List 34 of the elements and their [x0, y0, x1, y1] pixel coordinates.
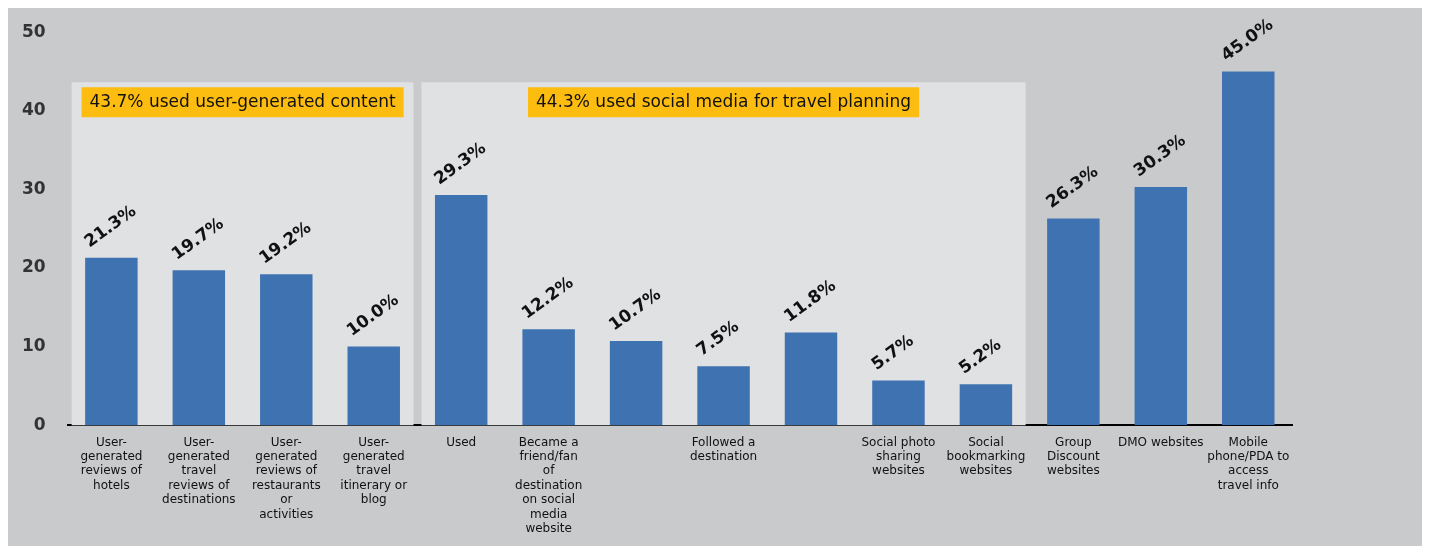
x-tick-label: Social bookmarking websites — [946, 434, 1026, 478]
x-tick-label: Social photo sharing websites — [861, 434, 936, 478]
x-tick-label: User-generated travel reviews of destinations — [162, 434, 236, 507]
bar — [522, 329, 575, 426]
y-tick-label: 50 — [21, 20, 46, 41]
x-tick-label: Mobile phone/PDA to access travel info — [1207, 434, 1290, 492]
y-tick-label: 0 — [33, 413, 46, 434]
x-tick-label: User-generated reviews of hotels — [80, 434, 143, 492]
x-tick-label: Group Discount websites — [1046, 434, 1100, 478]
x-tick-label: Followed a destination — [689, 434, 758, 463]
y-tick-label: 10 — [21, 335, 46, 356]
bar — [609, 341, 663, 426]
x-tick-label: Became a friend/fan of destination on social media website — [515, 434, 583, 535]
y-tick-label: 40 — [21, 99, 46, 120]
bar — [434, 194, 488, 426]
bar — [1134, 187, 1188, 426]
bar — [347, 346, 400, 426]
bar — [697, 366, 750, 426]
y-tick-label: 30 — [21, 177, 46, 198]
x-tick-label: User-generated reviews of restaurants or activities — [251, 434, 321, 521]
bar — [959, 384, 1013, 426]
bar — [85, 257, 138, 426]
band-label: 43.7% used user-generated content — [89, 90, 396, 111]
y-tick-label: 20 — [21, 256, 46, 277]
x-tick-label: Used — [446, 434, 477, 449]
bar — [1047, 218, 1100, 426]
bar — [1222, 71, 1275, 426]
x-tick-label: User-generated travel itinerary or blog — [340, 434, 408, 507]
band-label: 44.3% used social media for travel planning — [535, 90, 912, 111]
bar — [872, 380, 925, 426]
bar — [260, 274, 313, 426]
x-tick-label: DMO websites — [1118, 434, 1204, 449]
bar — [172, 270, 226, 426]
bar — [784, 332, 838, 426]
